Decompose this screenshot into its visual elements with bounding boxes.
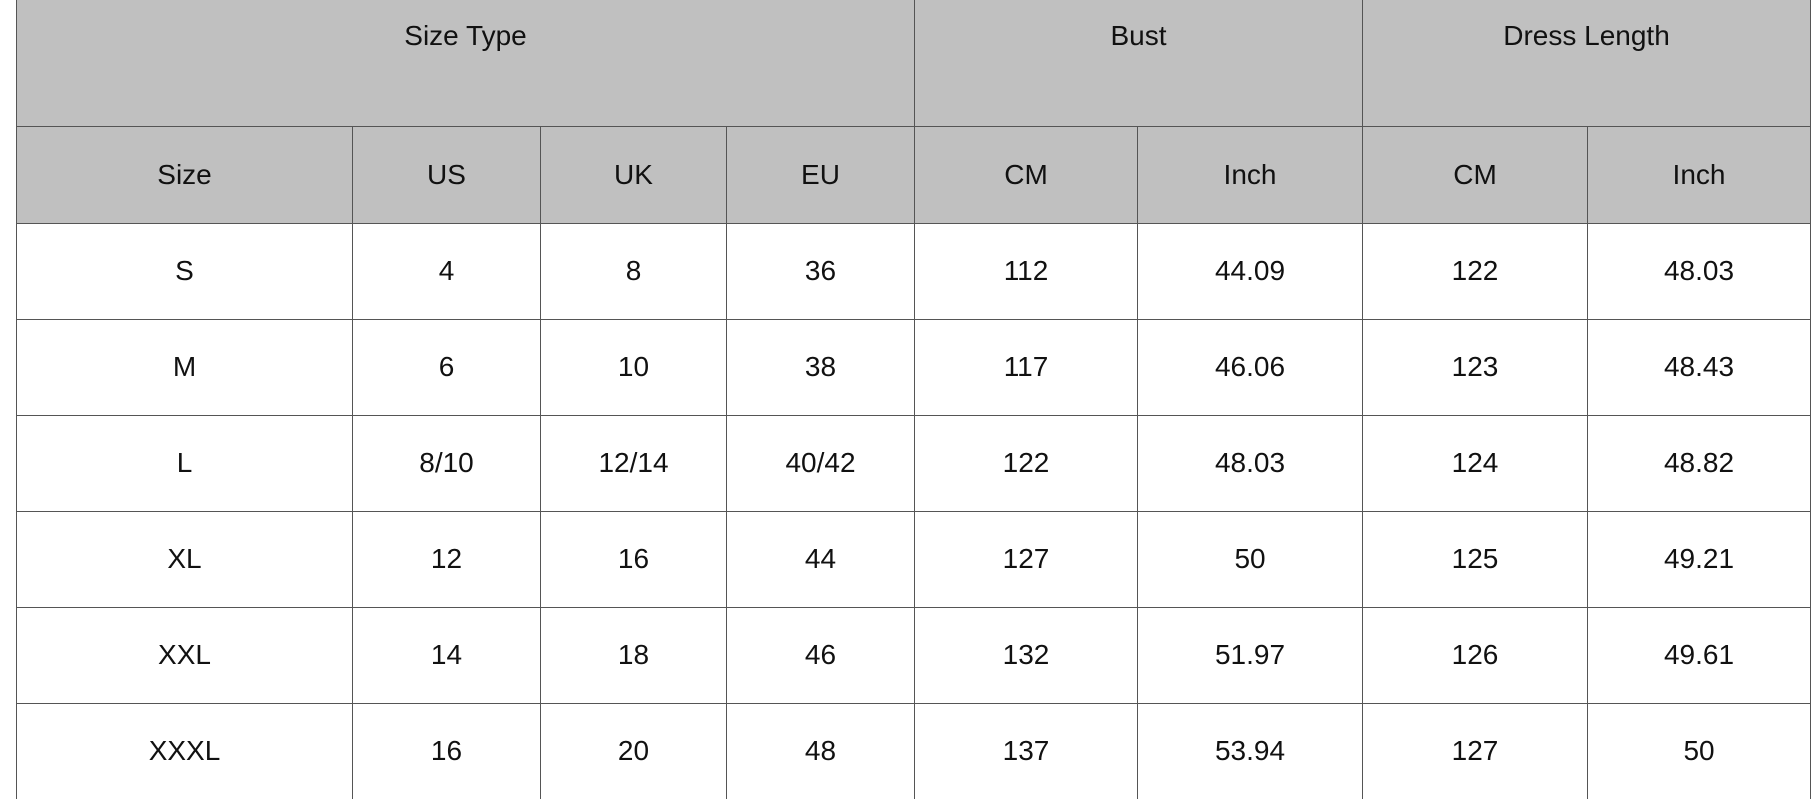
table-cell: 4 [352,222,541,320]
table-cell: 16 [540,510,727,608]
table-row: XL 12 16 44 127 50 125 49.21 [16,510,1812,608]
table-cell: 18 [540,606,727,704]
table-cell: 117 [914,318,1139,416]
table-cell: 137 [914,702,1139,799]
table-cell: 40/42 [725,414,916,512]
table-row: XXL 14 18 46 132 51.97 126 49.61 [16,606,1812,704]
table-row: S 4 8 36 112 44.09 122 48.03 [16,222,1812,320]
col-header-us: US [352,125,541,224]
table-cell: 48 [725,702,916,799]
table-cell: 126 [1362,606,1589,704]
table-cell: 122 [1362,222,1589,320]
table-cell: 46.06 [1137,318,1364,416]
table-cell: L [16,414,353,512]
table-cell: 125 [1362,510,1589,608]
table-cell: 127 [914,510,1139,608]
group-header-bust: Bust [914,0,1364,127]
table-cell: 8/10 [352,414,541,512]
table-cell: 12 [352,510,541,608]
size-chart-table: Size Type Bust Dress Length Size US UK E… [15,0,1812,799]
table-cell: 123 [1362,318,1589,416]
table-cell: 12/14 [540,414,727,512]
table-cell: 38 [725,318,916,416]
table-row: L 8/10 12/14 40/42 122 48.03 124 48.82 [16,414,1812,512]
table-cell: 112 [914,222,1139,320]
table-cell: 127 [1362,702,1589,799]
table-cell: 46 [725,606,916,704]
col-header-bust-cm: CM [914,125,1139,224]
group-header-size-type: Size Type [15,0,916,127]
table-cell: 49.21 [1587,510,1812,608]
table-cell: 132 [914,606,1139,704]
table-cell: 51.97 [1137,606,1364,704]
sub-header-row: Size US UK EU CM Inch CM Inch [16,125,1812,224]
table-cell: 48.43 [1587,318,1812,416]
table-cell: 48.03 [1137,414,1364,512]
table-cell: XXXL [16,702,353,799]
table-cell: 8 [540,222,727,320]
group-header-row: Size Type Bust Dress Length [15,0,1812,127]
table-cell: 44 [725,510,916,608]
table-cell: 50 [1137,510,1364,608]
col-header-eu: EU [725,125,916,224]
col-header-length-inch: Inch [1587,125,1812,224]
table-cell: 6 [352,318,541,416]
table-cell: 10 [540,318,727,416]
col-header-size: Size [16,125,353,224]
table-row: XXXL 16 20 48 137 53.94 127 50 [16,702,1812,799]
table-cell: 53.94 [1137,702,1364,799]
table-cell: 20 [540,702,727,799]
table-row: M 6 10 38 117 46.06 123 48.43 [16,318,1812,416]
col-header-length-cm: CM [1362,125,1589,224]
table-cell: 48.03 [1587,222,1812,320]
col-header-uk: UK [540,125,727,224]
table-cell: 49.61 [1587,606,1812,704]
group-header-dress-length: Dress Length [1362,0,1812,127]
col-header-bust-inch: Inch [1137,125,1364,224]
table-cell: 36 [725,222,916,320]
table-cell: 16 [352,702,541,799]
table-cell: M [16,318,353,416]
table-cell: 50 [1587,702,1812,799]
table-cell: 122 [914,414,1139,512]
table-cell: XXL [16,606,353,704]
table-cell: XL [16,510,353,608]
table-cell: 14 [352,606,541,704]
table-cell: 48.82 [1587,414,1812,512]
table-cell: 44.09 [1137,222,1364,320]
table-cell: 124 [1362,414,1589,512]
table-cell: S [16,222,353,320]
